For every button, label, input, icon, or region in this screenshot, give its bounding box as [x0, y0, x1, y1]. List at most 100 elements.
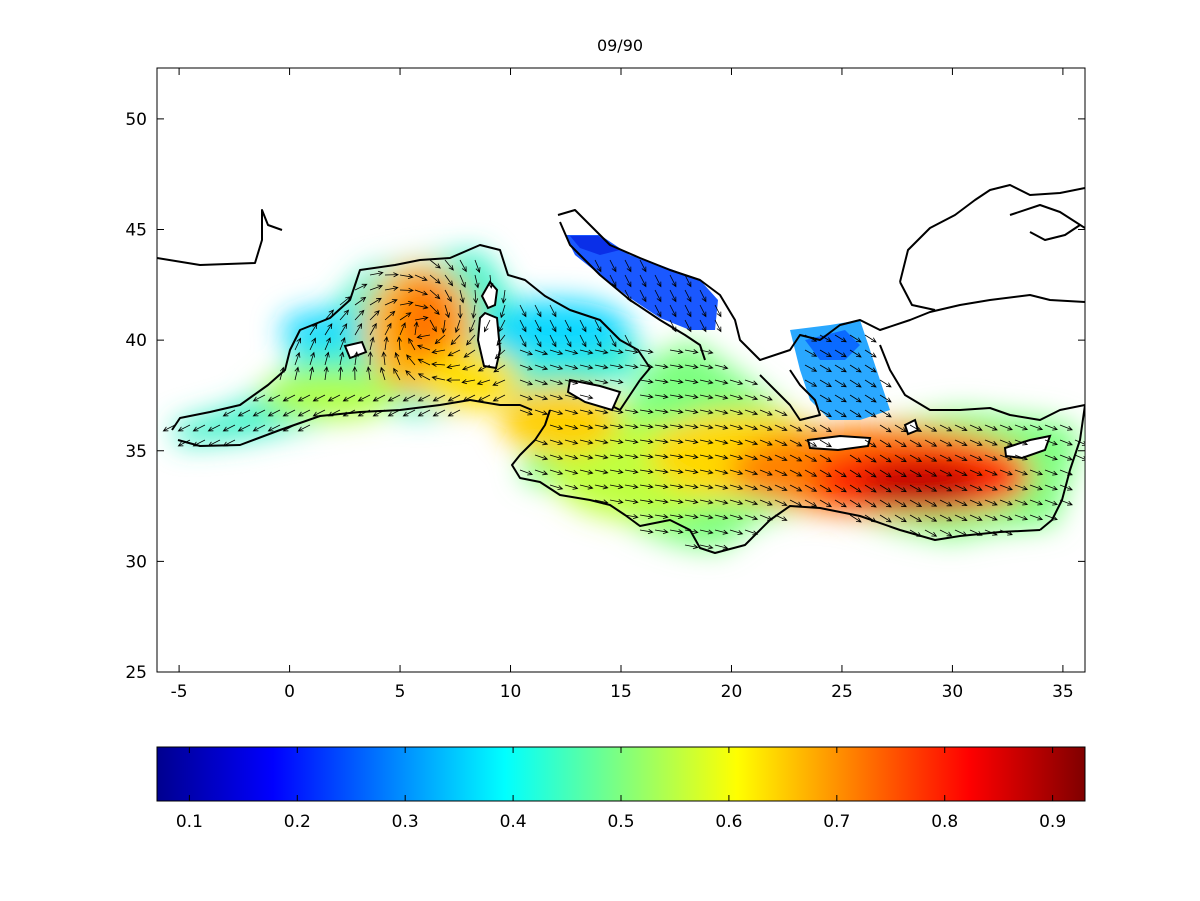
- field-adriatic: [565, 235, 718, 330]
- current-arrow: [579, 379, 594, 385]
- current-arrow: [624, 349, 639, 354]
- current-arrow: [774, 409, 788, 416]
- current-arrow: [684, 439, 699, 445]
- current-arrow: [939, 514, 953, 522]
- current-arrow: [594, 349, 609, 355]
- current-arrow: [714, 529, 729, 535]
- current-arrow: [324, 337, 331, 351]
- current-arrow: [408, 337, 416, 351]
- current-arrow: [669, 529, 684, 534]
- current-arrow: [624, 289, 632, 303]
- current-arrow: [864, 334, 877, 343]
- current-arrow: [684, 379, 699, 385]
- current-arrow: [834, 409, 847, 418]
- current-arrow: [372, 409, 386, 417]
- current-arrow: [493, 364, 506, 373]
- current-arrow: [534, 409, 549, 416]
- current-arrow: [624, 514, 639, 519]
- current-arrow: [639, 498, 654, 504]
- current-arrow: [864, 394, 877, 403]
- current-arrow: [339, 323, 348, 336]
- current-arrow: [864, 364, 877, 373]
- current-arrow: [834, 469, 847, 478]
- current-arrow: [954, 514, 968, 521]
- current-arrow: [669, 424, 684, 429]
- current-arrow: [549, 469, 564, 475]
- current-arrow: [476, 379, 491, 386]
- current-arrow: [699, 349, 714, 355]
- current-arrow: [819, 439, 833, 448]
- current-arrow: [297, 394, 311, 402]
- current-arrow: [984, 484, 998, 491]
- current-arrow: [789, 439, 803, 447]
- current-arrow: [519, 334, 527, 348]
- current-arrow: [366, 366, 372, 381]
- current-arrow: [639, 468, 654, 474]
- x-tick-label: 30: [942, 682, 964, 702]
- current-arrow: [939, 529, 953, 537]
- current-arrow: [594, 364, 609, 370]
- island-cyprus: [1003, 434, 1052, 460]
- current-arrow: [549, 334, 557, 348]
- current-arrow: [387, 394, 401, 402]
- current-arrow: [969, 484, 983, 491]
- current-arrow: [432, 394, 446, 402]
- current-arrow: [849, 409, 862, 418]
- current-arrow: [864, 484, 877, 493]
- current-arrow: [624, 259, 632, 273]
- current-arrow: [894, 424, 907, 433]
- current-arrow: [309, 323, 318, 336]
- current-arrow: [654, 513, 669, 519]
- current-arrow: [939, 469, 953, 477]
- current-arrow: [1044, 484, 1058, 491]
- current-arrow: [744, 439, 759, 446]
- current-arrow: [429, 274, 441, 284]
- current-arrow: [519, 409, 534, 416]
- current-arrow: [609, 409, 624, 415]
- current-arrow: [367, 351, 373, 366]
- current-arrow: [579, 349, 594, 355]
- current-arrow: [393, 367, 401, 381]
- current-arrow: [924, 439, 938, 447]
- current-arrow: [414, 274, 428, 281]
- current-arrow: [447, 394, 461, 402]
- current-arrow: [624, 454, 639, 459]
- colorbar-gradient: [156, 746, 1086, 802]
- current-arrow: [879, 484, 892, 493]
- current-arrow: [639, 528, 654, 534]
- current-arrow: [939, 454, 953, 462]
- current-arrow: [1059, 439, 1073, 446]
- current-arrow: [462, 394, 476, 402]
- current-arrow: [669, 439, 684, 444]
- current-arrow: [579, 334, 587, 348]
- current-arrow: [564, 379, 579, 385]
- current-arrow: [759, 469, 773, 476]
- y-tick-label: 30: [125, 552, 147, 572]
- current-arrow: [342, 409, 356, 417]
- current-arrow: [549, 454, 564, 460]
- current-arrow: [1044, 514, 1058, 521]
- current-arrow: [402, 409, 416, 417]
- current-arrow: [369, 297, 382, 306]
- current-arrow: [384, 272, 399, 278]
- current-arrow: [699, 469, 714, 475]
- current-arrow: [744, 484, 759, 491]
- current-arrow: [654, 378, 669, 384]
- current-arrow: [759, 484, 773, 491]
- current-arrow: [654, 408, 669, 414]
- current-arrow: [699, 304, 707, 318]
- current-arrow: [477, 364, 491, 372]
- island-corsica: [480, 280, 499, 310]
- current-arrow: [594, 259, 602, 273]
- current-arrow: [774, 499, 788, 506]
- current-arrow: [879, 469, 892, 478]
- current-arrow: [669, 394, 684, 399]
- current-arrow: [864, 454, 877, 463]
- current-arrow: [819, 379, 833, 388]
- current-arrow: [564, 424, 579, 430]
- current-arrow: [639, 274, 647, 288]
- x-tick-label: 25: [831, 682, 853, 702]
- current-arrow: [714, 544, 729, 550]
- current-arrow: [819, 394, 833, 403]
- current-arrow: [432, 409, 446, 417]
